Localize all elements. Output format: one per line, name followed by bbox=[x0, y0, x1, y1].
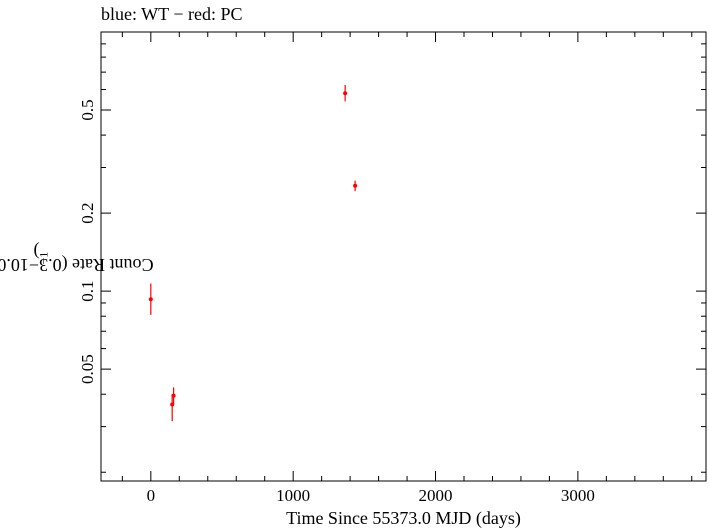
x-tick-label: 3000 bbox=[561, 486, 595, 505]
y-tick-label: 0.5 bbox=[78, 99, 97, 120]
y-axis-label-main: Count Rate (0.3−10.0 keV)(cts s bbox=[0, 254, 154, 275]
plot-frame bbox=[100, 31, 707, 482]
y-tick-label: 0.1 bbox=[78, 280, 97, 301]
axis-ticks: 0 1000 2000 3000 0.05 0.1 0.2 0.5 bbox=[78, 31, 706, 505]
data-point bbox=[171, 393, 176, 398]
y-tick-label: 0.05 bbox=[78, 354, 97, 384]
x-tick-label: 2000 bbox=[419, 486, 453, 505]
data-point bbox=[148, 297, 153, 302]
x-tick-label: 0 bbox=[147, 486, 156, 505]
data-points bbox=[148, 84, 358, 422]
chart-title: blue: WT − red: PC bbox=[101, 4, 243, 24]
x-tick-label: 1000 bbox=[276, 486, 310, 505]
data-point bbox=[353, 183, 358, 188]
y-axis-label: Count Rate (0.3−10.0 keV)(cts s−1) bbox=[0, 242, 154, 275]
x-axis-label: Time Since 55373.0 MJD (days) bbox=[286, 508, 521, 528]
data-point bbox=[343, 91, 348, 96]
y-tick-label: 0.2 bbox=[78, 202, 97, 223]
y-axis-label-tail: ) bbox=[33, 242, 40, 263]
